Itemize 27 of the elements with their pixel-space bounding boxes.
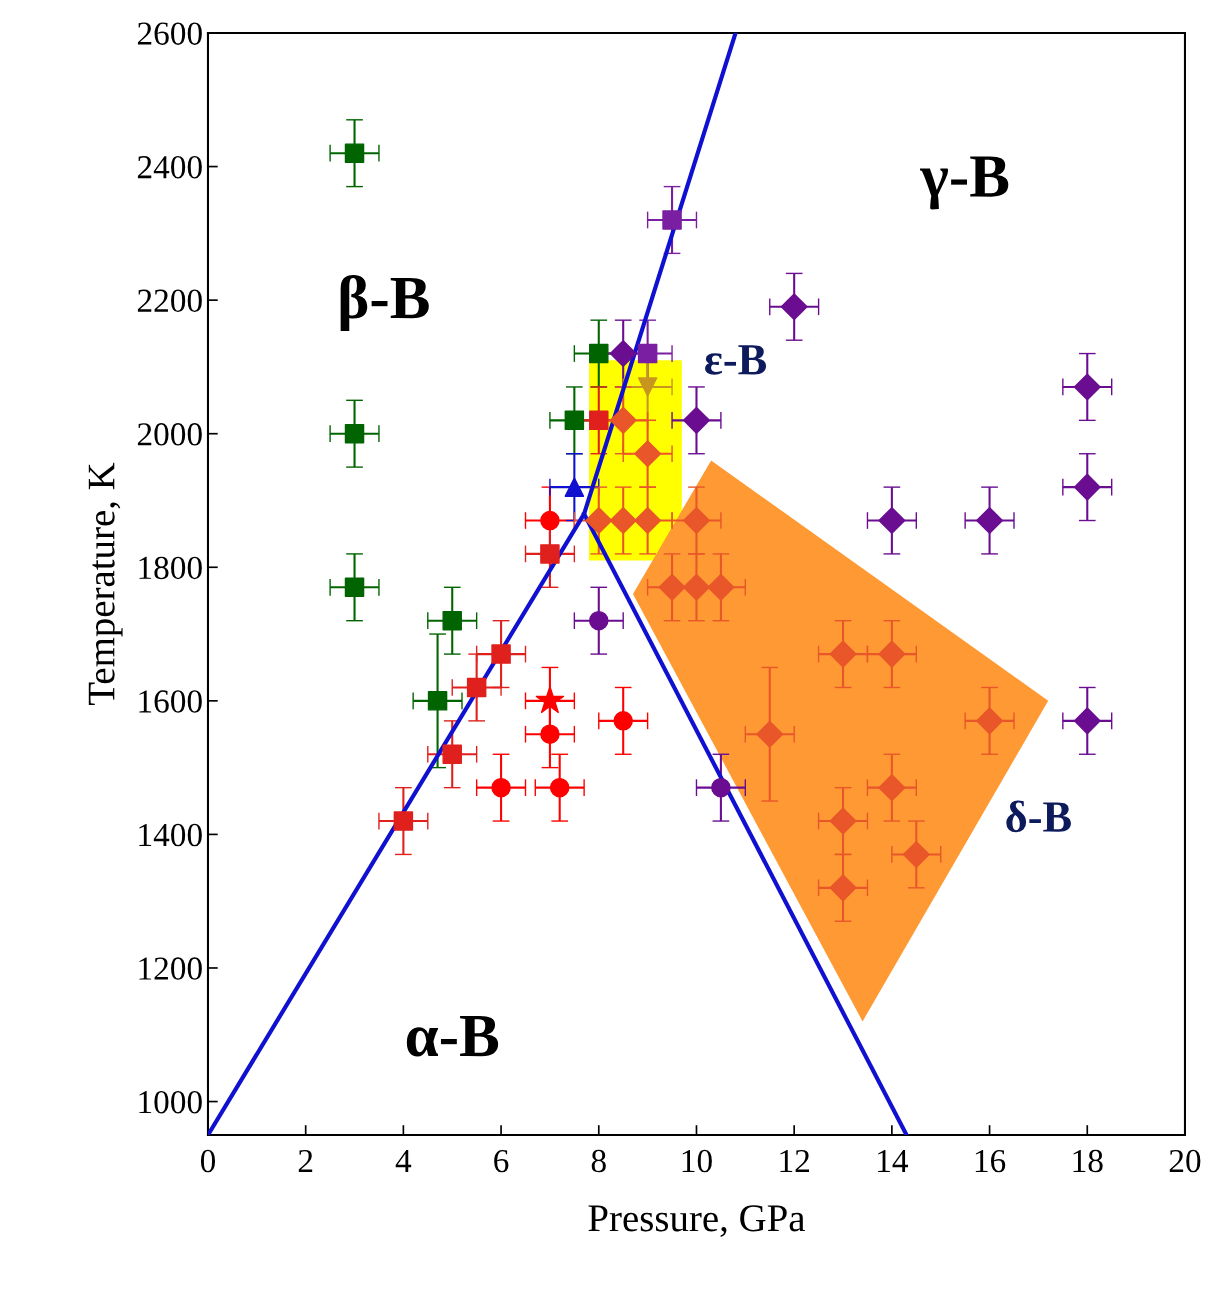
x-tick-label: 18 [1073, 1149, 1103, 1173]
y-tick-label: 2000 [137, 423, 202, 446]
x-tick-label: 4 [395, 1150, 412, 1172]
x-tick-label: 10 [682, 1149, 712, 1173]
y-tick-label: 1000 [139, 1090, 202, 1114]
y-tick-label: 1800 [139, 556, 202, 580]
y-tick-label: 2200 [137, 289, 202, 313]
x-tick-label: 12 [780, 1149, 809, 1172]
y-tick-label: 1400 [139, 823, 202, 847]
annotation: β-B [340, 274, 429, 331]
x-tick-label: 20 [1169, 1149, 1201, 1173]
annotation: δ-B [1006, 800, 1071, 833]
x-tick-label: 0 [200, 1149, 216, 1173]
y-axis-title: Temperature, K [88, 462, 123, 705]
y-tick-label: 2400 [137, 155, 202, 179]
annotation: γ-B [919, 156, 1009, 210]
annotation: ε-B [705, 345, 767, 375]
y-tick-label: 1200 [139, 957, 202, 980]
x-tick-label: 8 [591, 1149, 606, 1173]
x-axis-title: Pressure, GPa [588, 1205, 806, 1238]
x-tick-label: 2 [298, 1149, 313, 1172]
y-tick-label: 2600 [137, 22, 202, 45]
x-tick-label: 14 [878, 1149, 909, 1172]
annotation: α-B [406, 1015, 499, 1057]
x-tick-label: 16 [975, 1149, 1006, 1173]
x-tick-label: 6 [494, 1149, 509, 1173]
y-tick-label: 1600 [139, 690, 202, 713]
